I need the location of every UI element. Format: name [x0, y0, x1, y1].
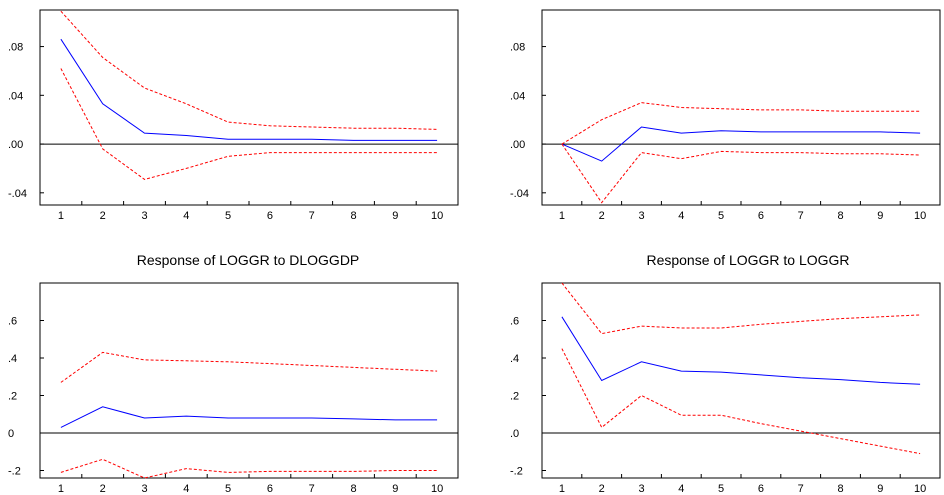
y-tick-label: -.04	[510, 188, 529, 200]
x-tick-label: 2	[599, 210, 605, 222]
x-tick-label: 4	[183, 483, 189, 495]
y-tick-label: .08	[8, 42, 23, 54]
panel-top-right: -.04 .00 .04 .08 1 2 3 4 5 6 7 8 9 10	[510, 9, 941, 222]
x-tick-label: 2	[100, 210, 106, 222]
confidence-band-lower	[60, 68, 438, 180]
x-tick-label: 6	[758, 210, 764, 222]
x-tick-label: 10	[914, 483, 926, 495]
x-tick-label: 3	[141, 483, 147, 495]
plot-frame	[39, 282, 459, 479]
y-tick-label: .6	[510, 316, 519, 328]
confidence-band-lower	[561, 348, 921, 455]
panel-dloggdp-shock-top-left: -.04 .00 .04 .08 1 2 3 4 5 6 7 8 9 10	[8, 9, 459, 222]
y-tick-label: .2	[510, 391, 519, 403]
response-line	[561, 126, 921, 162]
x-tick-label: 5	[225, 483, 231, 495]
x-tick-label: 1	[58, 210, 64, 222]
x-tick-label: 9	[392, 210, 398, 222]
y-tick-label: .00	[8, 139, 23, 151]
x-tick-label: 1	[559, 483, 565, 495]
x-tick-label: 2	[100, 483, 106, 495]
y-tick-label: .08	[510, 42, 525, 54]
response-line	[60, 406, 438, 428]
x-tick-label: 5	[225, 210, 231, 222]
y-tick-label: .4	[8, 353, 17, 365]
x-tick-label: 1	[58, 483, 64, 495]
x-tick-label: 5	[718, 483, 724, 495]
x-tick-label: 4	[678, 483, 684, 495]
y-tick-label: .6	[8, 316, 17, 328]
x-tick-label: 6	[758, 483, 764, 495]
panel-loggr-to-dloggdp: -.2 0 .2 .4 .6 1 2 3 4 5 6 7 8 9 10	[8, 282, 459, 495]
y-tick-label: .2	[8, 391, 17, 403]
confidence-band-upper	[561, 282, 921, 335]
confidence-band-lower	[60, 458, 438, 479]
x-tick-label: 2	[599, 483, 605, 495]
x-tick-label: 8	[350, 483, 356, 495]
y-tick-label: -.2	[8, 466, 21, 478]
response-line	[60, 38, 438, 141]
y-tick-label: -.2	[510, 466, 523, 478]
x-tick-label: 3	[141, 210, 147, 222]
y-tick-label: 0	[8, 428, 14, 440]
x-tick-label: 8	[350, 210, 356, 222]
y-tick-label: .4	[510, 353, 519, 365]
confidence-band-upper	[60, 10, 438, 130]
y-tick-label: .04	[510, 90, 525, 102]
x-tick-label: 10	[914, 210, 926, 222]
x-tick-label: 3	[638, 210, 644, 222]
response-line	[561, 316, 921, 385]
x-tick-label: 6	[267, 210, 273, 222]
x-tick-label: 7	[798, 483, 804, 495]
y-tick-label: -.04	[8, 188, 27, 200]
confidence-band-upper	[60, 351, 438, 383]
panel-title-loggr-to-loggr: Response of LOGGR to LOGGR	[646, 252, 849, 268]
x-tick-label: 9	[877, 483, 883, 495]
y-tick-label: .00	[510, 139, 525, 151]
x-tick-label: 10	[431, 483, 443, 495]
confidence-band-upper	[561, 102, 921, 145]
panel-loggr-to-loggr: -.2 .0 .2 .4 .6 1 2 3 4 5 6 7 8 9 10	[510, 282, 941, 495]
x-tick-label: 9	[392, 483, 398, 495]
x-tick-label: 5	[718, 210, 724, 222]
x-tick-label: 3	[638, 483, 644, 495]
plot-frame	[541, 9, 941, 206]
x-tick-label: 1	[559, 210, 565, 222]
x-tick-label: 9	[877, 210, 883, 222]
x-tick-label: 8	[837, 210, 843, 222]
x-tick-label: 10	[431, 210, 443, 222]
x-tick-label: 4	[678, 210, 684, 222]
x-tick-label: 4	[183, 210, 189, 222]
confidence-band-lower	[561, 143, 921, 204]
x-tick-label: 7	[309, 210, 315, 222]
x-tick-label: 6	[267, 483, 273, 495]
x-tick-label: 7	[309, 483, 315, 495]
y-tick-label: .04	[8, 90, 23, 102]
plot-frame	[39, 9, 459, 206]
panel-title-loggr-to-dloggdp: Response of LOGGR to DLOGGDP	[137, 252, 360, 268]
x-tick-label: 7	[798, 210, 804, 222]
y-tick-label: .0	[510, 428, 519, 440]
x-tick-label: 8	[837, 483, 843, 495]
